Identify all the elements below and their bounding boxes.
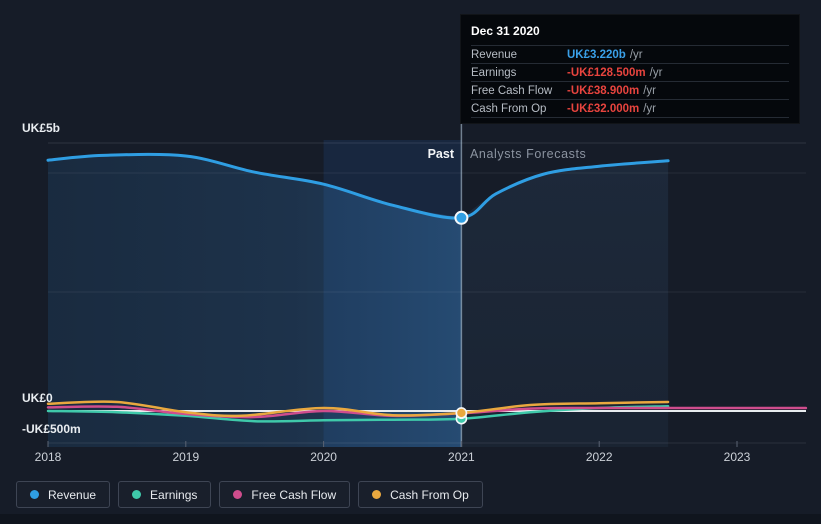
hover-data-markers	[454, 210, 469, 425]
legend-label: Earnings	[150, 487, 198, 502]
tooltip-date: Dec 31 2020	[471, 24, 540, 38]
tooltip-value: -UK£38.900m	[567, 85, 640, 97]
tooltip-value-suffix: /yr	[649, 67, 663, 79]
legend-label: Cash From Op	[390, 487, 469, 502]
tooltip-row-earnings: Earnings -UK£128.500m /yr	[471, 63, 789, 81]
past-zone-label: Past	[427, 147, 454, 161]
bottom-strip	[0, 514, 821, 524]
legend-item-free-cash-flow[interactable]: Free Cash Flow	[219, 481, 351, 508]
legend-label: Free Cash Flow	[251, 487, 337, 502]
tooltip-label: Earnings	[471, 67, 517, 79]
series-lines	[46, 152, 808, 423]
revenue-area-fills	[48, 154, 669, 448]
tooltip-label: Cash From Op	[471, 103, 547, 115]
revenue-dot-icon	[30, 490, 39, 499]
legend: Revenue Earnings Free Cash Flow Cash Fro…	[16, 481, 483, 508]
x-tick-label: 2020	[310, 450, 337, 464]
free-cash-flow-dot-icon	[233, 490, 243, 499]
tooltip-row-cash-from-op: Cash From Op -UK£32.000m /yr	[471, 99, 789, 118]
x-axis-labels: 2018 2019 2020 2021 2022 2023	[0, 450, 821, 466]
x-tick-label: 2021	[448, 450, 475, 464]
forecast-zone-label: Analysts Forecasts	[470, 147, 587, 161]
gridlines	[48, 142, 806, 444]
tooltip-value-suffix: /yr	[629, 49, 643, 61]
tooltip-label: Revenue	[471, 49, 518, 61]
y-axis-label-zero: UK£0	[22, 391, 53, 405]
legend-label: Revenue	[48, 487, 97, 502]
cash-from-op-dot-icon	[372, 490, 382, 499]
x-axis-ticks	[47, 441, 738, 447]
hover-tooltip: Dec 31 2020 Revenue UK£3.220b /yr Earnin…	[460, 14, 800, 124]
legend-item-cash-from-op[interactable]: Cash From Op	[358, 481, 483, 508]
tooltip-value-suffix: /yr	[643, 85, 657, 97]
earnings-dot-icon	[132, 490, 142, 499]
legend-item-revenue[interactable]: Revenue	[16, 481, 111, 508]
x-tick-label: 2019	[172, 450, 200, 464]
tooltip-label: Free Cash Flow	[471, 85, 553, 97]
y-axis-label-neg500m: -UK£500m	[22, 422, 81, 436]
x-tick-label: 2018	[34, 450, 62, 464]
tooltip-row-free-cash-flow: Free Cash Flow -UK£38.900m /yr	[471, 81, 789, 99]
x-tick-label: 2023	[723, 450, 751, 464]
tooltip-value: -UK£32.000m	[567, 103, 640, 115]
legend-item-earnings[interactable]: Earnings	[118, 481, 212, 508]
tooltip-row-revenue: Revenue UK£3.220b /yr	[471, 45, 789, 63]
y-axis-label-5b: UK£5b	[22, 121, 61, 135]
tooltip-value: UK£3.220b	[567, 49, 626, 61]
tooltip-value-suffix: /yr	[643, 103, 657, 115]
x-tick-label: 2022	[585, 450, 613, 464]
tooltip-value: -UK£128.500m	[567, 67, 646, 79]
